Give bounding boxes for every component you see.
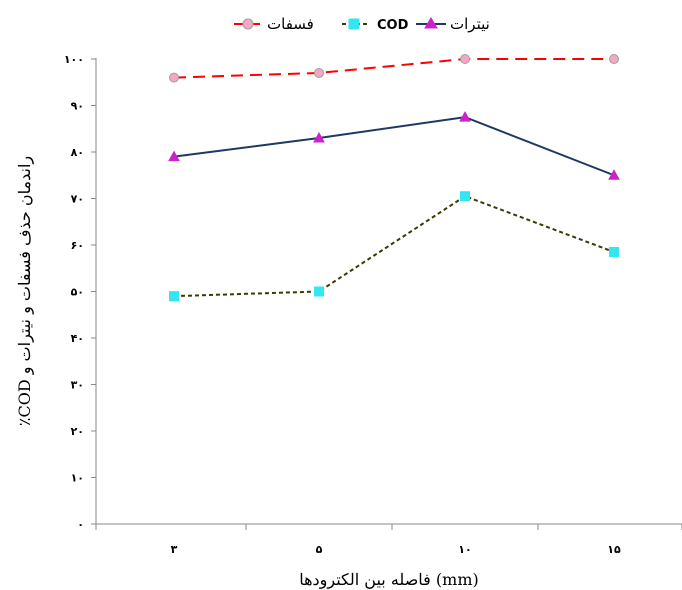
series-line-nitrate — [173, 116, 615, 177]
data-point-cod — [169, 291, 179, 302]
x-ticks: ۳ ۵ ۱۰ ۱۵ — [95, 524, 682, 556]
y-tick-label: ۵۰ — [71, 286, 84, 299]
y-axis-title: ٪COD راندمان حذف فسفات و نیترات و — [15, 156, 34, 426]
y-tick-label: ۸۰ — [71, 146, 84, 159]
y-tick-label: ۱۰ — [71, 472, 84, 485]
data-point-phosphate — [314, 67, 324, 78]
data-point-phosphate — [169, 72, 179, 83]
y-tick-label: ۰ — [77, 518, 84, 531]
legend-label-cod: COD — [377, 18, 409, 33]
y-tick-label: ۹۰ — [71, 100, 84, 113]
data-point-phosphate — [609, 54, 619, 64]
x-tick-label: ۱۰ — [458, 543, 471, 556]
data-point-nitrate — [459, 111, 471, 122]
y-tick-label: ۲۰ — [71, 425, 84, 438]
x-axis-title: فاصله بین الکترودها (mm) — [299, 570, 479, 589]
data-point-cod — [460, 191, 470, 202]
legend-label-nitrate: نیترات — [450, 15, 490, 33]
x-tick-label: ۳ — [171, 543, 178, 556]
y-tick-label: ۷۰ — [71, 193, 84, 206]
data-point-cod — [314, 286, 324, 297]
legend-marker-phosphate — [242, 18, 254, 30]
series-line-phosphate — [173, 58, 614, 79]
legend: فسفات COD نیترات — [234, 15, 490, 33]
series-line-cod — [173, 195, 615, 298]
y-tick-label: ۶۰ — [71, 239, 84, 252]
data-point-cod — [609, 246, 619, 257]
y-ticks: ۰ ۱۰ ۲۰ ۳۰ ۴۰ ۵۰ ۶۰ ۷۰ ۸۰ ۹۰ ۱۰۰ — [64, 53, 96, 531]
series-layer — [168, 54, 620, 302]
legend-label-phosphate: فسفات — [267, 15, 314, 33]
data-point-phosphate — [460, 54, 470, 64]
x-tick-label: ۱۵ — [607, 543, 621, 556]
y-tick-label: ۱۰۰ — [64, 53, 84, 66]
data-point-nitrate — [608, 169, 620, 180]
y-tick-label: ۳۰ — [71, 379, 84, 392]
data-point-nitrate — [168, 150, 180, 162]
data-point-nitrate — [313, 132, 325, 143]
legend-marker-cod — [348, 18, 360, 30]
x-tick-label: ۵ — [316, 543, 323, 556]
y-tick-label: ۴۰ — [71, 332, 84, 345]
legend-marker-nitrate — [424, 17, 438, 29]
